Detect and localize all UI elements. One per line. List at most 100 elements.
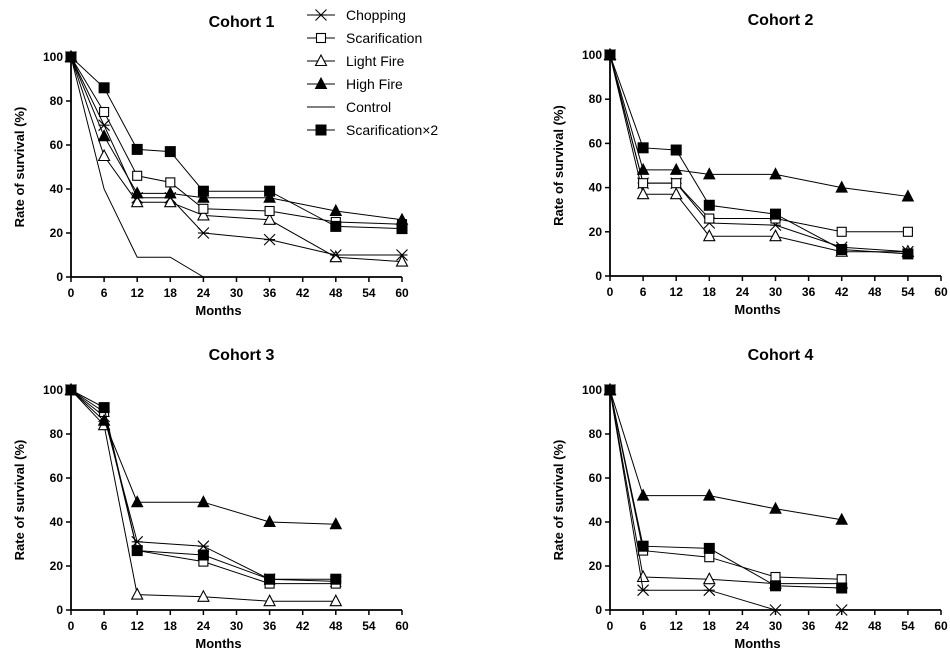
data-point-scarification bbox=[165, 177, 176, 188]
legend-label: Scarification×2 bbox=[346, 122, 438, 138]
data-point-scarification-2 bbox=[164, 146, 176, 158]
data-point-chopping bbox=[263, 233, 276, 246]
data-point-chopping bbox=[197, 227, 210, 239]
data-point-scarification bbox=[704, 552, 715, 563]
series-scarification-2 bbox=[65, 384, 342, 585]
y-tick-label: 60 bbox=[50, 471, 64, 485]
y-tick-label: 80 bbox=[589, 427, 603, 441]
data-point-high-fire bbox=[97, 129, 111, 142]
y-tick-label: 100 bbox=[582, 48, 602, 62]
chart-title: Cohort 2 bbox=[748, 12, 814, 29]
data-point-high-fire bbox=[769, 167, 782, 180]
x-tick-label: 42 bbox=[296, 619, 310, 633]
series-line-light-fire bbox=[70, 56, 403, 263]
data-point-high-fire bbox=[329, 203, 343, 216]
data-point-scarification bbox=[198, 203, 209, 214]
chart-panel-2: 0 20 40 60 80 100 0 6 12 18 24 30 36 42 48 54 60 Months Ra… bbox=[551, 12, 948, 317]
x-tick-label: 12 bbox=[131, 286, 145, 300]
x-axis-label: Months bbox=[195, 303, 241, 318]
y-axis-label: Rate of survival (%) bbox=[12, 107, 27, 228]
x-tick-label: 36 bbox=[263, 619, 277, 633]
data-point-high-fire bbox=[636, 162, 650, 175]
data-point-high-fire bbox=[263, 514, 276, 527]
data-point-scarification-2 bbox=[637, 142, 649, 154]
y-axis-label: Rate of survival (%) bbox=[12, 440, 27, 561]
data-point-scarification-2 bbox=[65, 51, 77, 63]
data-point-high-fire bbox=[130, 186, 144, 199]
x-tick-label: 36 bbox=[263, 286, 277, 300]
series-scarification bbox=[604, 49, 913, 237]
data-point-scarification-2 bbox=[264, 185, 276, 197]
legend-marker-light-fire bbox=[314, 53, 328, 67]
x-tick-label: 24 bbox=[197, 619, 211, 633]
data-point-high-fire bbox=[197, 495, 210, 508]
data-point-high-fire bbox=[263, 190, 276, 203]
x-tick-label: 30 bbox=[769, 285, 783, 299]
legend: Chopping Scarification Light Fire High Fire… bbox=[307, 7, 438, 138]
y-tick-label: 20 bbox=[589, 559, 603, 573]
x-tick-label: 0 bbox=[68, 619, 75, 633]
x-tick-label: 6 bbox=[640, 619, 647, 633]
series-control bbox=[70, 56, 204, 278]
series-line-scarification-2 bbox=[70, 56, 403, 230]
series-high-fire bbox=[603, 382, 849, 525]
chart-title: Cohort 3 bbox=[209, 347, 275, 364]
x-tick-label: 18 bbox=[703, 619, 717, 633]
data-point-light-fire bbox=[196, 208, 210, 221]
legend-marker-scarification bbox=[315, 32, 327, 44]
data-point-high-fire bbox=[702, 488, 716, 501]
data-point-scarification bbox=[132, 170, 143, 181]
x-tick-label: 24 bbox=[197, 286, 211, 300]
series-scarification bbox=[604, 384, 847, 585]
data-point-scarification-2 bbox=[131, 545, 143, 557]
data-point-light-fire bbox=[97, 148, 111, 162]
data-point-chopping bbox=[329, 249, 342, 261]
series-light-fire bbox=[64, 382, 343, 607]
series-scarification-2 bbox=[604, 384, 848, 594]
series-line-chopping bbox=[609, 54, 908, 253]
x-tick-label: 54 bbox=[362, 286, 376, 300]
data-point-high-fire bbox=[769, 501, 782, 514]
legend-item-scarification-2: Scarification×2 bbox=[307, 122, 438, 138]
data-point-light-fire bbox=[669, 187, 683, 200]
data-point-scarification-2 bbox=[703, 199, 715, 211]
data-point-scarification-2 bbox=[330, 573, 342, 585]
legend-label: Light Fire bbox=[346, 53, 405, 69]
data-point-light-fire bbox=[196, 589, 210, 602]
data-point-scarification bbox=[638, 178, 649, 189]
x-tick-label: 48 bbox=[868, 285, 882, 299]
chart-panel-1: 0 20 40 60 80 100 0 6 12 18 24 30 36 42 48 54 60 Months Ra… bbox=[12, 14, 409, 318]
x-tick-label: 60 bbox=[395, 619, 409, 633]
data-point-light-fire bbox=[130, 195, 144, 208]
data-point-scarification bbox=[770, 571, 781, 583]
data-point-chopping bbox=[703, 584, 716, 597]
data-point-high-fire bbox=[835, 512, 849, 525]
data-point-light-fire bbox=[636, 569, 650, 583]
x-tick-label: 42 bbox=[835, 285, 849, 299]
data-point-light-fire bbox=[702, 572, 716, 585]
data-point-scarification-2 bbox=[703, 542, 715, 554]
x-tick-label: 48 bbox=[868, 619, 882, 633]
data-point-scarification-2 bbox=[65, 384, 77, 396]
series-line-light-fire bbox=[70, 389, 336, 602]
data-point-scarification-2 bbox=[98, 402, 110, 414]
x-tick-label: 12 bbox=[670, 285, 684, 299]
data-point-high-fire bbox=[702, 167, 716, 180]
x-tick-label: 42 bbox=[835, 619, 849, 633]
series-scarification-2 bbox=[604, 49, 914, 260]
data-point-high-fire bbox=[901, 189, 915, 202]
y-tick-label: 0 bbox=[595, 603, 602, 617]
x-tick-label: 24 bbox=[736, 285, 750, 299]
data-point-high-fire bbox=[669, 162, 683, 175]
legend-item-control: Control bbox=[307, 99, 391, 115]
data-point-chopping bbox=[637, 584, 649, 597]
series-high-fire bbox=[603, 47, 915, 202]
legend-item-chopping: Chopping bbox=[307, 7, 406, 23]
y-tick-label: 60 bbox=[589, 471, 603, 485]
y-axis-label: Rate of survival (%) bbox=[551, 440, 566, 561]
legend-label: High Fire bbox=[346, 76, 403, 92]
x-tick-label: 18 bbox=[164, 286, 178, 300]
series-line-scarification-2 bbox=[609, 54, 908, 255]
y-tick-label: 60 bbox=[589, 136, 603, 150]
y-tick-label: 40 bbox=[589, 181, 603, 195]
